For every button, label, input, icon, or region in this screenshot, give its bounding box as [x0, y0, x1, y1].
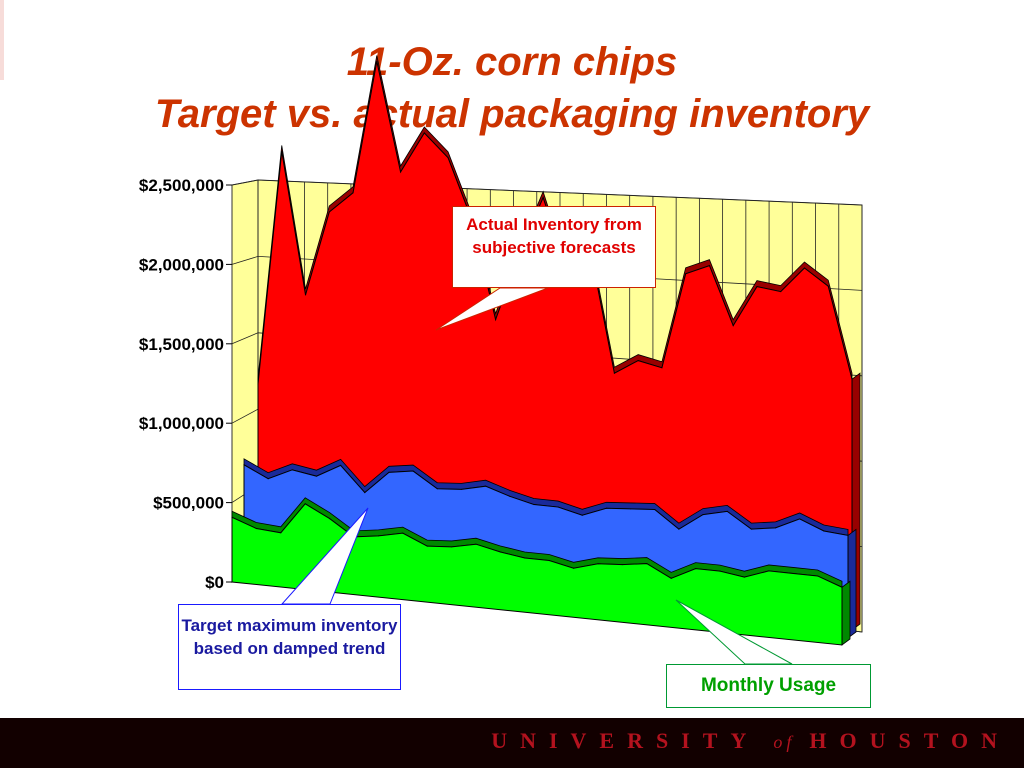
data-point [451, 546, 453, 548]
data-point [780, 291, 782, 293]
data-point [329, 517, 331, 520]
data-point [597, 563, 599, 565]
data-point [743, 576, 746, 578]
data-point [423, 132, 425, 134]
gridline-side [231, 256, 259, 265]
university-logo: UNIVERSITY of HOUSTON [491, 728, 1010, 754]
data-point [304, 503, 306, 505]
data-point [827, 285, 829, 287]
gridline-side [231, 179, 259, 186]
series-end-cap [841, 580, 851, 646]
data-point [533, 503, 535, 506]
logo-university: UNIVERSITY [491, 728, 760, 753]
data-point [756, 286, 758, 288]
data-point [817, 575, 819, 577]
data-point [792, 572, 794, 575]
callout-actual-inventory: Actual Inventory from subjective forecas… [452, 206, 656, 288]
data-point [646, 562, 648, 565]
data-point [847, 534, 849, 537]
callout-monthly-usage: Monthly Usage [666, 664, 871, 708]
data-point [524, 557, 526, 559]
data-point [841, 586, 843, 588]
data-point [388, 471, 390, 473]
data-point [670, 577, 672, 579]
data-point [654, 508, 656, 511]
data-point [750, 528, 752, 530]
gridline-side [231, 408, 259, 424]
y-tick-label: $1,000,000 [139, 414, 224, 433]
data-point [695, 568, 697, 570]
data-point [231, 516, 233, 518]
data-point [509, 495, 511, 497]
data-point [719, 570, 721, 572]
data-point [376, 60, 378, 63]
slide-subtitle: Target vs. actual packaging inventory [154, 92, 870, 136]
data-point [499, 551, 501, 553]
data-point [412, 470, 414, 472]
data-point [573, 567, 575, 569]
data-point [281, 150, 283, 152]
data-point [851, 378, 853, 380]
data-point [304, 294, 307, 296]
data-point [581, 514, 583, 516]
data-point [678, 528, 680, 530]
data-point [257, 383, 259, 385]
data-point [605, 507, 608, 509]
data-point [291, 469, 293, 471]
data-point [460, 488, 463, 490]
data-point [243, 464, 245, 466]
callout-pointers [280, 287, 793, 665]
footer-bar: UNIVERSITY of HOUSTON [0, 718, 1024, 768]
data-point [702, 513, 704, 516]
data-point [402, 532, 404, 534]
data-point [447, 157, 449, 159]
logo-houston: HOUSTON [809, 728, 1010, 753]
data-point [726, 510, 728, 512]
data-point [352, 192, 354, 194]
data-point [732, 325, 734, 327]
y-tick-label: $2,500,000 [139, 176, 224, 195]
data-point [475, 543, 477, 545]
data-point [803, 267, 806, 269]
data-point [542, 197, 544, 199]
pointer-actual [435, 287, 549, 331]
data-point [436, 488, 438, 490]
gridline-side [231, 332, 259, 345]
data-point [267, 478, 269, 480]
data-point [340, 464, 342, 466]
data-point [685, 273, 687, 275]
y-tick-label: $2,000,000 [139, 255, 224, 274]
slide-edge-accent [0, 0, 4, 80]
data-point [399, 171, 402, 173]
data-point [280, 532, 282, 534]
data-point [661, 367, 663, 369]
data-point [637, 360, 639, 362]
data-point [708, 265, 711, 267]
data-point [255, 527, 257, 530]
data-point [629, 508, 632, 510]
data-point [495, 319, 497, 321]
data-point [768, 570, 770, 572]
y-axis-ticks: $0 $500,000 $1,000,000 $1,500,000 $2,000,000… [139, 176, 232, 592]
data-point [557, 506, 559, 508]
callout-target-inventory: Target maximum inventory based on damped… [178, 604, 401, 690]
data-point [315, 475, 318, 477]
data-point [485, 485, 487, 487]
slide-title: 11-Oz. corn chips [346, 40, 678, 84]
data-point [328, 211, 330, 213]
data-point [799, 518, 801, 520]
data-point [774, 527, 777, 529]
data-point [426, 545, 428, 547]
data-point [613, 372, 616, 374]
logo-of: of [773, 732, 796, 752]
data-point [621, 563, 624, 566]
y-tick-label: $0 [205, 573, 224, 592]
data-point [823, 530, 825, 532]
y-tick-label: $500,000 [153, 494, 224, 513]
data-point [548, 559, 550, 562]
y-tick-label: $1,500,000 [139, 335, 224, 354]
data-point [364, 492, 366, 494]
data-point [377, 535, 379, 537]
